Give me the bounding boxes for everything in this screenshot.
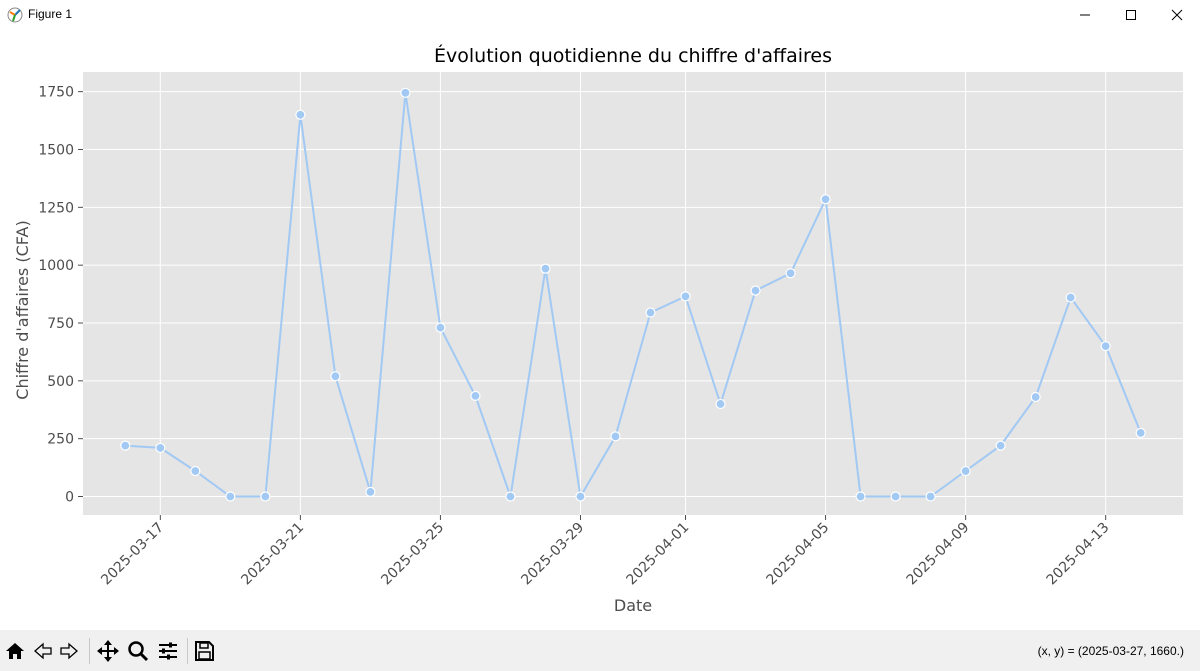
zoom-icon xyxy=(128,641,149,662)
data-point xyxy=(680,291,691,302)
data-point xyxy=(960,465,971,477)
x-tick-label: 2025-04-13 xyxy=(1044,520,1113,589)
data-point xyxy=(575,491,586,502)
figure-canvas[interactable]: 0 250 500 750 1000 1250 1500 1750 2025-03-17 202… xyxy=(0,30,1200,630)
data-point xyxy=(260,491,271,502)
cursor-coordinates: (x, y) = (2025-03-27, 1660.) xyxy=(1037,644,1184,658)
home-button[interactable] xyxy=(2,638,28,664)
x-tick-label: 2025-04-09 xyxy=(904,520,973,589)
data-point xyxy=(995,440,1006,451)
data-point xyxy=(365,486,376,497)
toolbar-separator xyxy=(187,638,188,664)
data-point xyxy=(155,442,166,454)
chart-title: Évolution quotidienne du chiffre d'affai… xyxy=(434,44,832,67)
forward-button[interactable] xyxy=(56,638,82,664)
data-point xyxy=(610,431,621,442)
data-point xyxy=(540,263,551,274)
data-point xyxy=(1065,292,1076,303)
y-tick-label: 750 xyxy=(47,316,74,332)
home-icon xyxy=(6,643,24,659)
x-tick-label: 2025-03-29 xyxy=(518,520,587,589)
y-tick-label: 1000 xyxy=(38,258,74,274)
x-tick-label: 2025-04-05 xyxy=(764,520,833,589)
data-point xyxy=(120,440,131,451)
close-button[interactable] xyxy=(1154,0,1200,30)
maximize-icon xyxy=(1126,10,1136,20)
save-icon xyxy=(195,641,214,661)
forward-icon xyxy=(60,642,78,660)
data-point xyxy=(295,109,306,120)
data-point xyxy=(1100,341,1111,352)
data-point xyxy=(715,398,726,410)
y-tick-label: 1250 xyxy=(38,200,74,216)
series-markers xyxy=(120,87,1146,502)
y-tick-label: 1750 xyxy=(38,85,74,101)
toolbar-separator xyxy=(89,638,90,664)
y-tick-label: 1500 xyxy=(38,142,74,158)
y-tick-label: 250 xyxy=(47,432,74,448)
data-point xyxy=(1135,427,1146,438)
y-tick-label: 500 xyxy=(47,374,74,390)
data-point xyxy=(435,322,446,333)
window-title: Figure 1 xyxy=(28,7,73,21)
minimize-button[interactable] xyxy=(1062,0,1108,30)
data-point xyxy=(1030,391,1041,403)
y-gridlines xyxy=(83,91,1183,497)
zoom-button[interactable] xyxy=(125,638,151,664)
x-tick-label: 2025-03-25 xyxy=(378,520,447,589)
configure-subplots-icon xyxy=(159,642,177,660)
data-point xyxy=(785,268,796,279)
y-tick-labels: 0 250 500 750 1000 1250 1500 1750 xyxy=(38,85,83,505)
minimize-icon xyxy=(1080,14,1090,16)
data-point xyxy=(645,307,656,318)
title-bar: Figure 1 xyxy=(0,0,1200,30)
y-axis-label: Chiffre d'affaires (CFA) xyxy=(13,220,32,399)
data-point xyxy=(820,194,831,205)
data-point xyxy=(750,285,761,296)
close-icon xyxy=(1171,9,1183,21)
x-axis-label: Date xyxy=(614,596,652,615)
data-point xyxy=(925,491,936,502)
app-icon xyxy=(7,7,23,23)
data-point xyxy=(890,491,901,502)
configure-subplots-button[interactable] xyxy=(155,638,181,664)
data-point xyxy=(190,465,201,477)
data-point xyxy=(470,390,481,401)
back-icon xyxy=(34,642,52,660)
x-tick-label: 2025-04-01 xyxy=(623,520,692,589)
x-tick-label: 2025-03-21 xyxy=(238,520,307,589)
data-point xyxy=(330,371,341,382)
x-tick-label: 2025-03-17 xyxy=(98,520,167,589)
plot-area xyxy=(83,72,1183,515)
maximize-button[interactable] xyxy=(1108,0,1154,30)
x-tick-labels: 2025-03-17 2025-03-21 2025-03-25 2025-03-29… xyxy=(98,515,1113,589)
series-line xyxy=(125,92,1142,500)
back-button[interactable] xyxy=(30,638,56,664)
y-tick-label: 0 xyxy=(65,489,74,505)
data-point xyxy=(855,491,866,502)
data-point xyxy=(505,491,516,502)
navigation-toolbar: (x, y) = (2025-03-27, 1660.) xyxy=(0,630,1200,671)
pan-icon xyxy=(97,640,119,662)
data-point xyxy=(400,87,411,98)
save-button[interactable] xyxy=(191,638,217,664)
data-point xyxy=(225,491,236,502)
pan-button[interactable] xyxy=(95,638,121,664)
